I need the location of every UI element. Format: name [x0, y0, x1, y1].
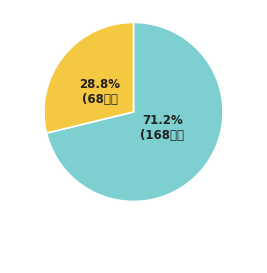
Text: 28.8%
(68人）: 28.8% (68人） — [79, 78, 120, 106]
Wedge shape — [44, 22, 134, 133]
Text: 71.2%
(168人）: 71.2% (168人） — [140, 114, 184, 142]
Wedge shape — [46, 22, 223, 201]
